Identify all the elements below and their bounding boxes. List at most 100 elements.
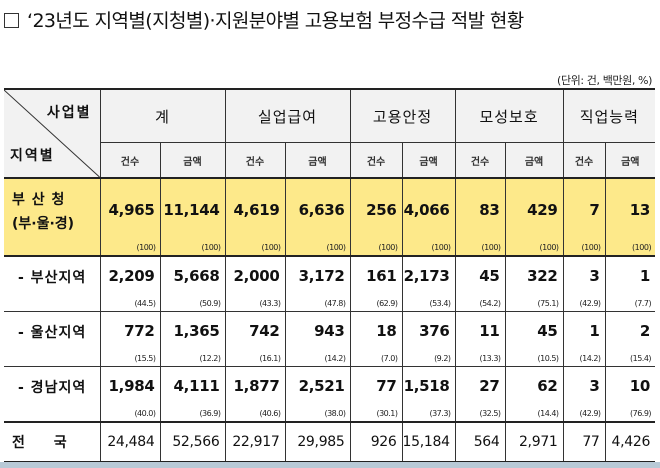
- row-label: 전 국: [4, 421, 101, 463]
- cell-percent: (100): [632, 243, 652, 252]
- cell-value: 926: [349, 421, 403, 463]
- cell-percent: (16.1): [259, 354, 281, 363]
- cell-value: 3,172: [298, 267, 345, 285]
- cell-value: 4,066: [403, 201, 450, 219]
- sub-header-count: 건수: [454, 142, 506, 179]
- cell: 742 (16.1): [224, 311, 286, 367]
- cell-value: 4,619: [233, 201, 280, 219]
- cell-value: 27: [479, 377, 500, 395]
- checkbox-square-icon: [4, 13, 19, 28]
- cell: 11 (13.3): [454, 311, 506, 367]
- cell: 376 (9.2): [401, 311, 456, 367]
- row-label-text: - 경남지역: [18, 380, 87, 396]
- cell-percent: (76.9): [630, 409, 652, 418]
- cell: 256 (100): [349, 177, 403, 257]
- cell-percent: (42.9): [579, 409, 601, 418]
- cell-value: 1,984: [108, 377, 155, 395]
- row-label: - 경남지역: [4, 366, 101, 423]
- row-label-line2: (부·울·경): [12, 216, 75, 232]
- sub-header-amount: 금액: [604, 142, 656, 179]
- cell-percent: (47.8): [324, 299, 346, 308]
- cell-value: 2,173: [403, 267, 450, 285]
- cell-value: 2,209: [108, 267, 155, 285]
- cell-percent: (100): [326, 243, 347, 252]
- sub-header-amount: 금액: [284, 142, 351, 179]
- cell-percent: (44.5): [134, 299, 156, 308]
- cell: 11,144 (100): [159, 177, 226, 257]
- cell-value: 161: [366, 267, 397, 285]
- cell: 1,518 (37.3): [401, 366, 456, 423]
- cell: 1,877 (40.6): [224, 366, 286, 423]
- cell-value: 10: [629, 377, 651, 395]
- cell-value: 1,518: [403, 377, 450, 395]
- cell-percent: (40.0): [134, 409, 156, 418]
- cell-value: 45: [537, 322, 558, 340]
- cell-percent: (7.0): [381, 354, 398, 363]
- cell-percent: (50.9): [199, 299, 221, 308]
- cell-percent: (38.0): [324, 409, 346, 418]
- cell-value: 772: [124, 322, 155, 340]
- header-row-groups: 사업별 지역별 계 실업급여 고용안정 모성보호 직업능력: [4, 88, 656, 179]
- cell-value: 742: [249, 322, 280, 340]
- cell: 27 (32.5): [454, 366, 506, 423]
- cell: 83 (100): [454, 177, 506, 257]
- cell-value: 4,426: [604, 421, 656, 463]
- cell: 1,365 (12.2): [159, 311, 226, 367]
- cell-percent: (32.5): [479, 409, 501, 418]
- cell: 5,668 (50.9): [159, 255, 226, 312]
- sub-header-count: 건수: [349, 142, 403, 179]
- bottom-divider: [0, 462, 660, 468]
- cell: 18 (7.0): [349, 311, 403, 367]
- cell: 161 (62.9): [349, 255, 403, 312]
- cell-percent: (14.2): [324, 354, 346, 363]
- corner-header: 사업별 지역별: [4, 88, 101, 179]
- cell-value: 5,668: [173, 267, 220, 285]
- cell-percent: (100): [201, 243, 221, 252]
- cell: 2,521 (38.0): [284, 366, 351, 423]
- cell-percent: (100): [481, 243, 502, 252]
- cell: 77 (30.1): [349, 366, 403, 423]
- corner-top-label: 사업별: [46, 105, 92, 121]
- row-label: 부 산 청 (부·울·경): [4, 177, 101, 257]
- cell-percent: (40.6): [259, 409, 281, 418]
- cell-value: 22,917: [224, 421, 286, 463]
- cell-percent: (15.5): [134, 354, 156, 363]
- cell: 772 (15.5): [99, 311, 161, 367]
- row-label: - 울산지역: [4, 311, 101, 367]
- cell-value: 45: [479, 267, 500, 285]
- cell-percent: (100): [378, 243, 399, 252]
- cell-percent: (100): [581, 243, 602, 252]
- cell-percent: (12.2): [199, 354, 221, 363]
- cell-percent: (36.9): [199, 409, 221, 418]
- cell-percent: (14.2): [579, 354, 601, 363]
- cell: 2 (15.4): [604, 311, 656, 367]
- cell: 3,172 (47.8): [284, 255, 351, 312]
- cell-percent: (53.4): [429, 299, 451, 308]
- cell-value: 4,111: [173, 377, 220, 395]
- cell: 4,619 (100): [224, 177, 286, 257]
- sub-header-amount: 금액: [401, 142, 456, 179]
- cell-value: 564: [454, 421, 506, 463]
- cell-value: 376: [419, 322, 450, 340]
- row-label-text: - 부산지역: [18, 270, 87, 286]
- cell-value: 24,484: [99, 421, 161, 463]
- cell-percent: (100): [431, 243, 452, 252]
- table-row-ulsan: - 울산지역 772 (15.5) 1,365 (12.2) 742 (16.1) 9…: [4, 311, 656, 367]
- cell-value: 1: [589, 322, 600, 340]
- cell: 2,173 (53.4): [401, 255, 456, 312]
- title-text: ‘23년도 지역별(지청별)·지원분야별 고용보험 부정수급 적발 현황: [27, 10, 524, 32]
- cell: 45 (10.5): [504, 311, 564, 367]
- cell-percent: (7.7): [634, 299, 652, 308]
- cell-percent: (100): [136, 243, 156, 252]
- sub-header-amount: 금액: [504, 142, 564, 179]
- row-label: - 부산지역: [4, 255, 101, 312]
- header-row-sub: 건수 금액 건수 금액 건수 금액 건수 금액 건수 금액: [4, 142, 656, 179]
- cell: 6,636 (100): [284, 177, 351, 257]
- cell-value: 77: [562, 421, 606, 463]
- corner-bottom-label: 지역별: [10, 148, 55, 164]
- cell: 10 (76.9): [604, 366, 656, 423]
- cell-value: 29,985: [284, 421, 351, 463]
- cell-value: 2,971: [504, 421, 564, 463]
- group-header-employment-stability: 고용안정: [349, 88, 456, 143]
- fraud-detection-table: 사업별 지역별 계 실업급여 고용안정 모성보호 직업능력 건수 금액 건수 금…: [4, 88, 656, 463]
